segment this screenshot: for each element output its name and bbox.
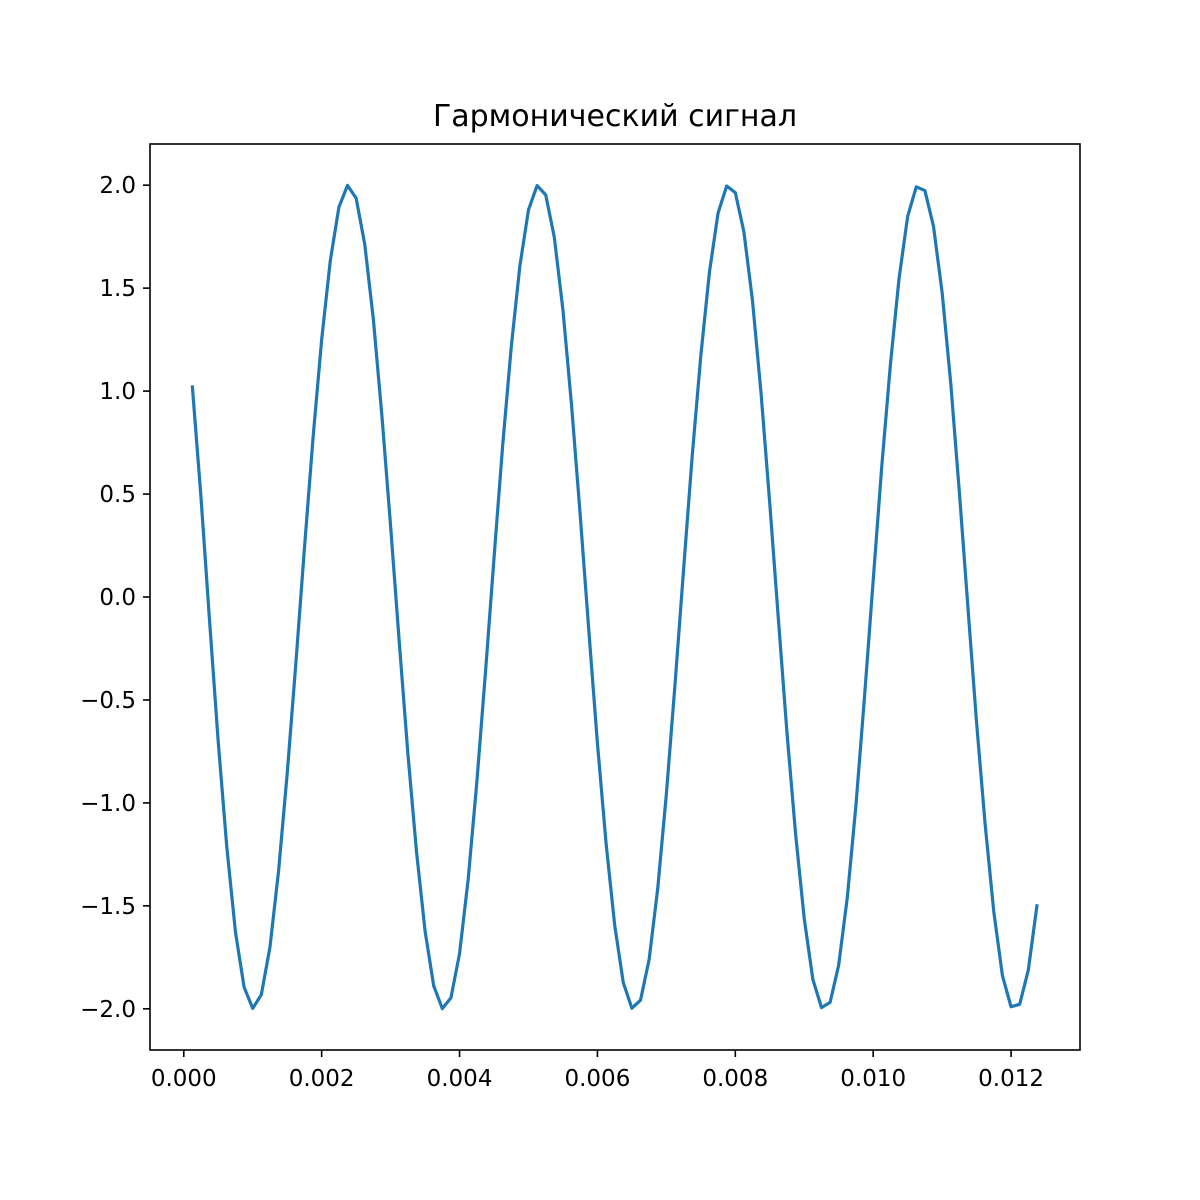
y-tick-label: −1.0 — [80, 791, 136, 817]
x-tick-label: 0.004 — [427, 1066, 493, 1092]
y-axis: −2.0 −1.5 −1.0 −0.5 0.0 0.5 1.0 1.5 2.0 — [80, 173, 150, 1023]
y-tick-label: 1.0 — [99, 379, 136, 405]
plot-area — [190, 183, 1039, 1011]
x-tick-label: 0.010 — [840, 1066, 906, 1092]
x-tick-label: 0.006 — [564, 1066, 630, 1092]
y-tick-label: 1.5 — [99, 276, 136, 302]
x-tick-label: 0.008 — [702, 1066, 768, 1092]
y-tick-label: −2.0 — [80, 997, 136, 1023]
y-tick-label: 0.0 — [99, 585, 136, 611]
y-tick-label: −1.5 — [80, 894, 136, 920]
x-tick-label: 0.012 — [978, 1066, 1044, 1092]
y-tick-label: −0.5 — [80, 688, 136, 714]
x-tick-label: 0.000 — [151, 1066, 217, 1092]
y-tick-label: 0.5 — [99, 482, 136, 508]
x-axis: 0.000 0.002 0.004 0.006 0.008 0.010 0.012 — [151, 1050, 1044, 1092]
chart-title: Гармонический сигнал — [433, 99, 797, 134]
series-line — [190, 183, 1039, 1011]
y-tick-label: 2.0 — [99, 173, 136, 199]
x-tick-label: 0.002 — [289, 1066, 355, 1092]
